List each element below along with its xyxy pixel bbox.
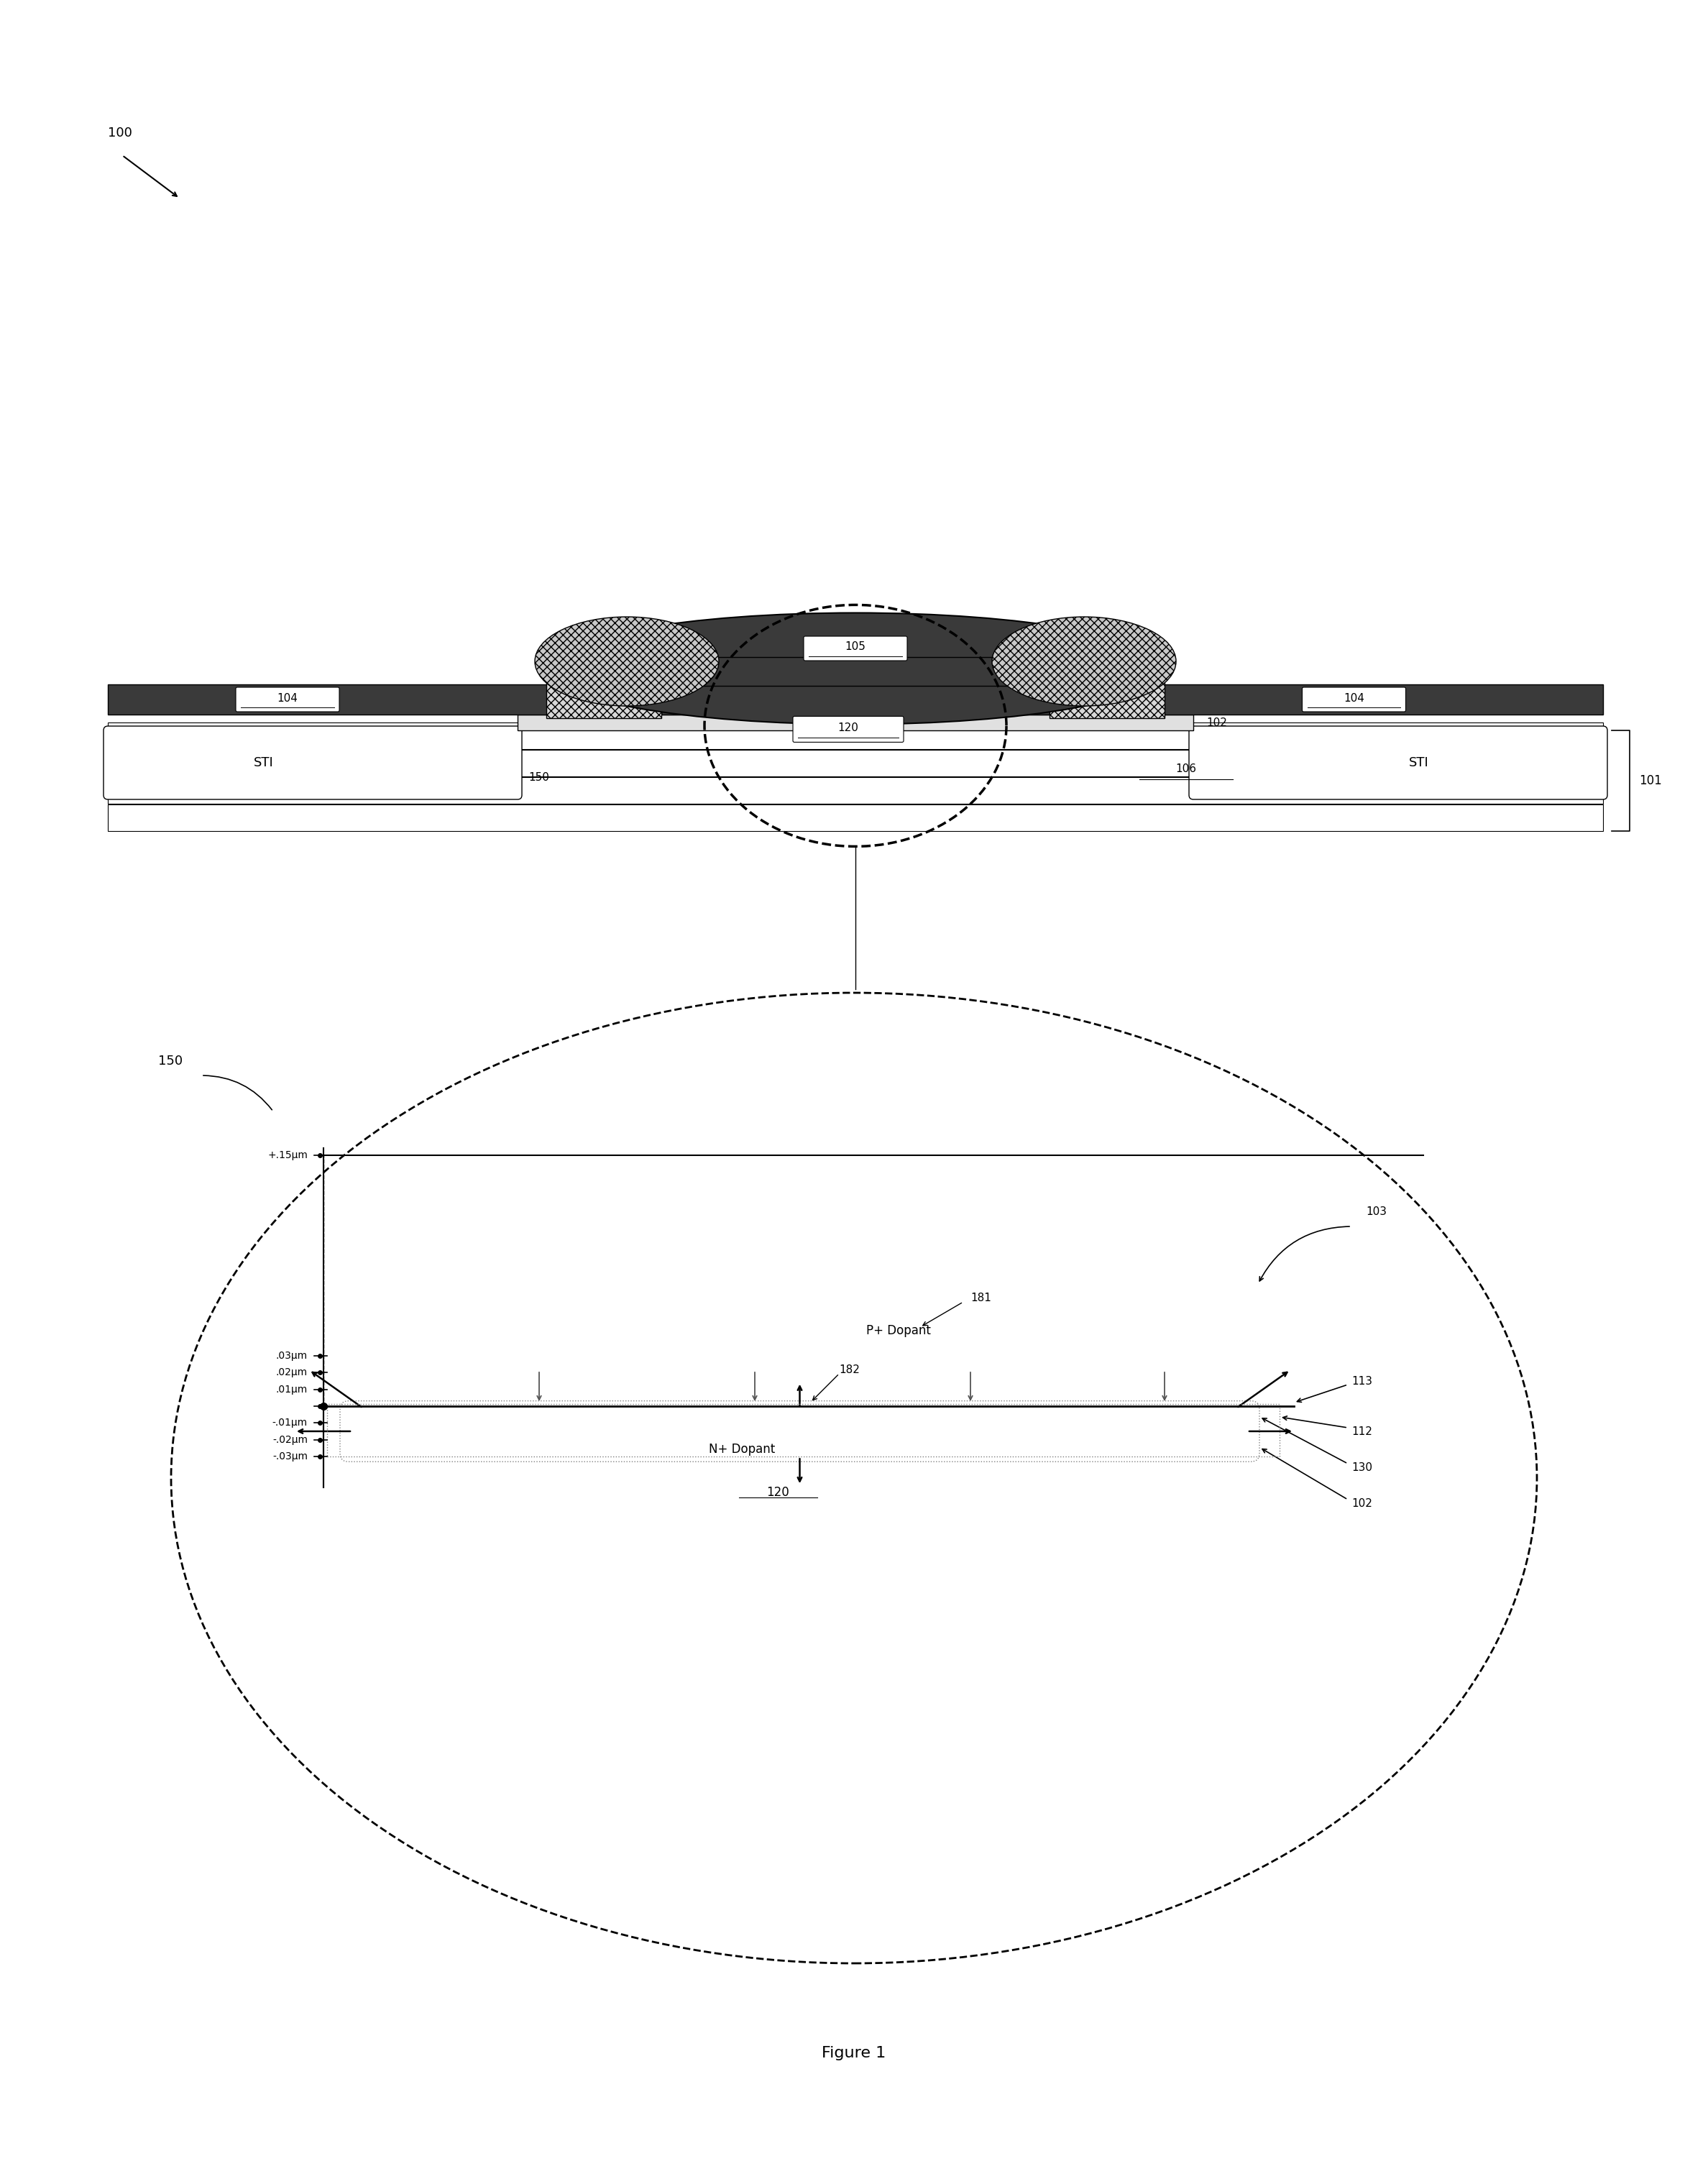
Ellipse shape (992, 616, 1177, 707)
Bar (1049, 685, 1604, 715)
Text: 182: 182 (839, 1364, 861, 1374)
Ellipse shape (535, 616, 719, 707)
Text: .01μm: .01μm (277, 1385, 307, 1394)
Bar (661, 657, 1049, 685)
Bar (518, 715, 1194, 730)
Text: -.02μm: -.02μm (273, 1435, 307, 1446)
Text: STI: STI (253, 756, 273, 769)
FancyBboxPatch shape (793, 715, 904, 741)
Ellipse shape (171, 992, 1537, 1964)
Text: 103: 103 (1366, 1206, 1387, 1217)
Text: 104: 104 (1344, 694, 1365, 704)
Text: 181: 181 (970, 1292, 991, 1303)
Text: 150: 150 (528, 771, 548, 782)
Text: 102: 102 (1206, 717, 1226, 728)
Text: 105: 105 (845, 642, 866, 653)
Text: 101: 101 (1640, 774, 1662, 787)
FancyBboxPatch shape (236, 687, 340, 711)
Text: -.03μm: -.03μm (273, 1452, 307, 1461)
Text: 102: 102 (1351, 1498, 1372, 1508)
Text: 112: 112 (1351, 1426, 1372, 1437)
Bar (108, 804, 1604, 832)
Text: .03μm: .03μm (277, 1351, 307, 1361)
Text: 103: 103 (1206, 696, 1226, 707)
Text: P+ Dopant: P+ Dopant (866, 1325, 931, 1338)
Ellipse shape (547, 614, 1165, 724)
Text: Figure 1: Figure 1 (822, 2046, 886, 2059)
Text: 100: 100 (108, 127, 132, 140)
Bar (547, 681, 661, 717)
Text: 104: 104 (277, 694, 297, 704)
Text: 120: 120 (839, 722, 859, 733)
FancyBboxPatch shape (104, 726, 523, 800)
Text: .02μm: .02μm (277, 1368, 307, 1379)
FancyBboxPatch shape (340, 1400, 1259, 1461)
Text: 120: 120 (767, 1487, 789, 1500)
Bar (661, 689, 1049, 715)
Bar (108, 685, 661, 715)
Text: 106: 106 (1175, 763, 1197, 774)
Bar (108, 750, 1604, 776)
Text: 113: 113 (1351, 1377, 1372, 1387)
Text: STI: STI (1409, 756, 1428, 769)
Bar (326, 1405, 1279, 1457)
Bar (108, 778, 1604, 804)
Bar (1049, 681, 1165, 717)
Text: +.15μm: +.15μm (268, 1150, 307, 1160)
Bar (108, 722, 1604, 750)
FancyBboxPatch shape (804, 635, 907, 661)
FancyBboxPatch shape (1189, 726, 1607, 800)
Text: 130: 130 (1351, 1461, 1372, 1472)
Text: N+ Dopant: N+ Dopant (709, 1444, 775, 1457)
FancyBboxPatch shape (1301, 687, 1406, 711)
Text: 150: 150 (159, 1055, 183, 1068)
Text: -.01μm: -.01μm (272, 1418, 307, 1428)
